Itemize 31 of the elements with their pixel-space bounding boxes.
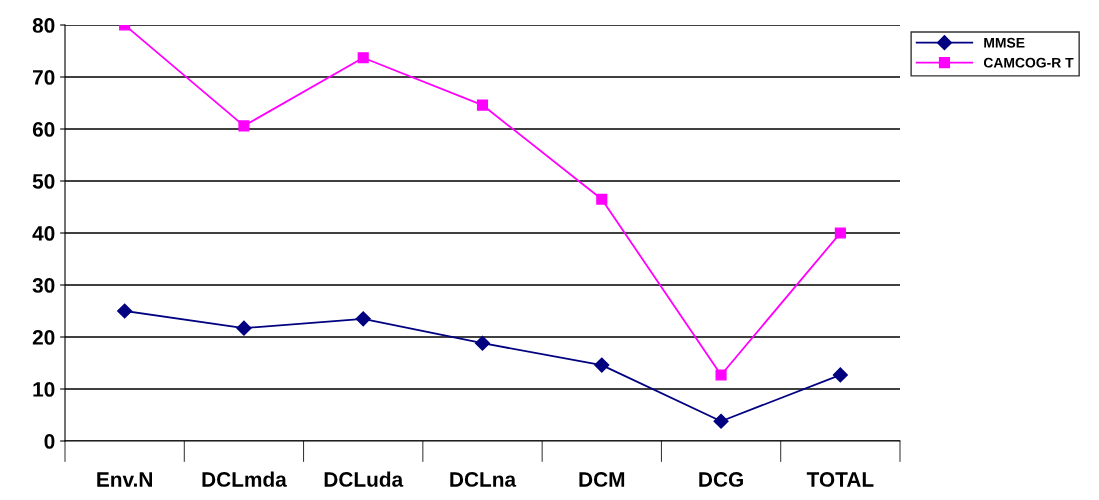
point bbox=[596, 193, 608, 205]
point bbox=[594, 357, 610, 373]
y-tick-label: 0 bbox=[44, 434, 55, 449]
y-tick-label: 20 bbox=[32, 330, 55, 345]
y-tick-label: 10 bbox=[33, 382, 55, 397]
point bbox=[832, 367, 848, 383]
x-tick-label: TOTAL bbox=[806, 472, 874, 487]
point bbox=[238, 120, 250, 132]
point bbox=[357, 52, 369, 64]
point bbox=[713, 413, 729, 429]
y-tick-label: 60 bbox=[32, 122, 55, 137]
x-tick-label: DCLna bbox=[450, 472, 517, 487]
point bbox=[715, 369, 727, 381]
x-tick-label: DCM bbox=[579, 472, 625, 487]
point bbox=[236, 320, 252, 336]
point bbox=[474, 335, 491, 351]
y-tick-label: 70 bbox=[33, 70, 55, 85]
y-tick-label: 30 bbox=[32, 278, 55, 293]
legend-label: CAMCOG-R T bbox=[983, 57, 1074, 68]
x-tick-label: Env.N bbox=[97, 472, 152, 487]
y-tick-label: 50 bbox=[32, 174, 55, 189]
point bbox=[355, 311, 371, 327]
point bbox=[834, 227, 846, 239]
point bbox=[476, 99, 489, 111]
y-tick-label: 40 bbox=[32, 226, 55, 241]
legend-label: MMSE bbox=[984, 37, 1025, 48]
point bbox=[117, 303, 133, 319]
y-tick-label: 80 bbox=[32, 18, 55, 33]
x-tick-label: DCLuda bbox=[324, 471, 404, 487]
x-tick-label: DCLmda bbox=[202, 471, 287, 487]
x-tick-label: DCG bbox=[699, 472, 743, 487]
